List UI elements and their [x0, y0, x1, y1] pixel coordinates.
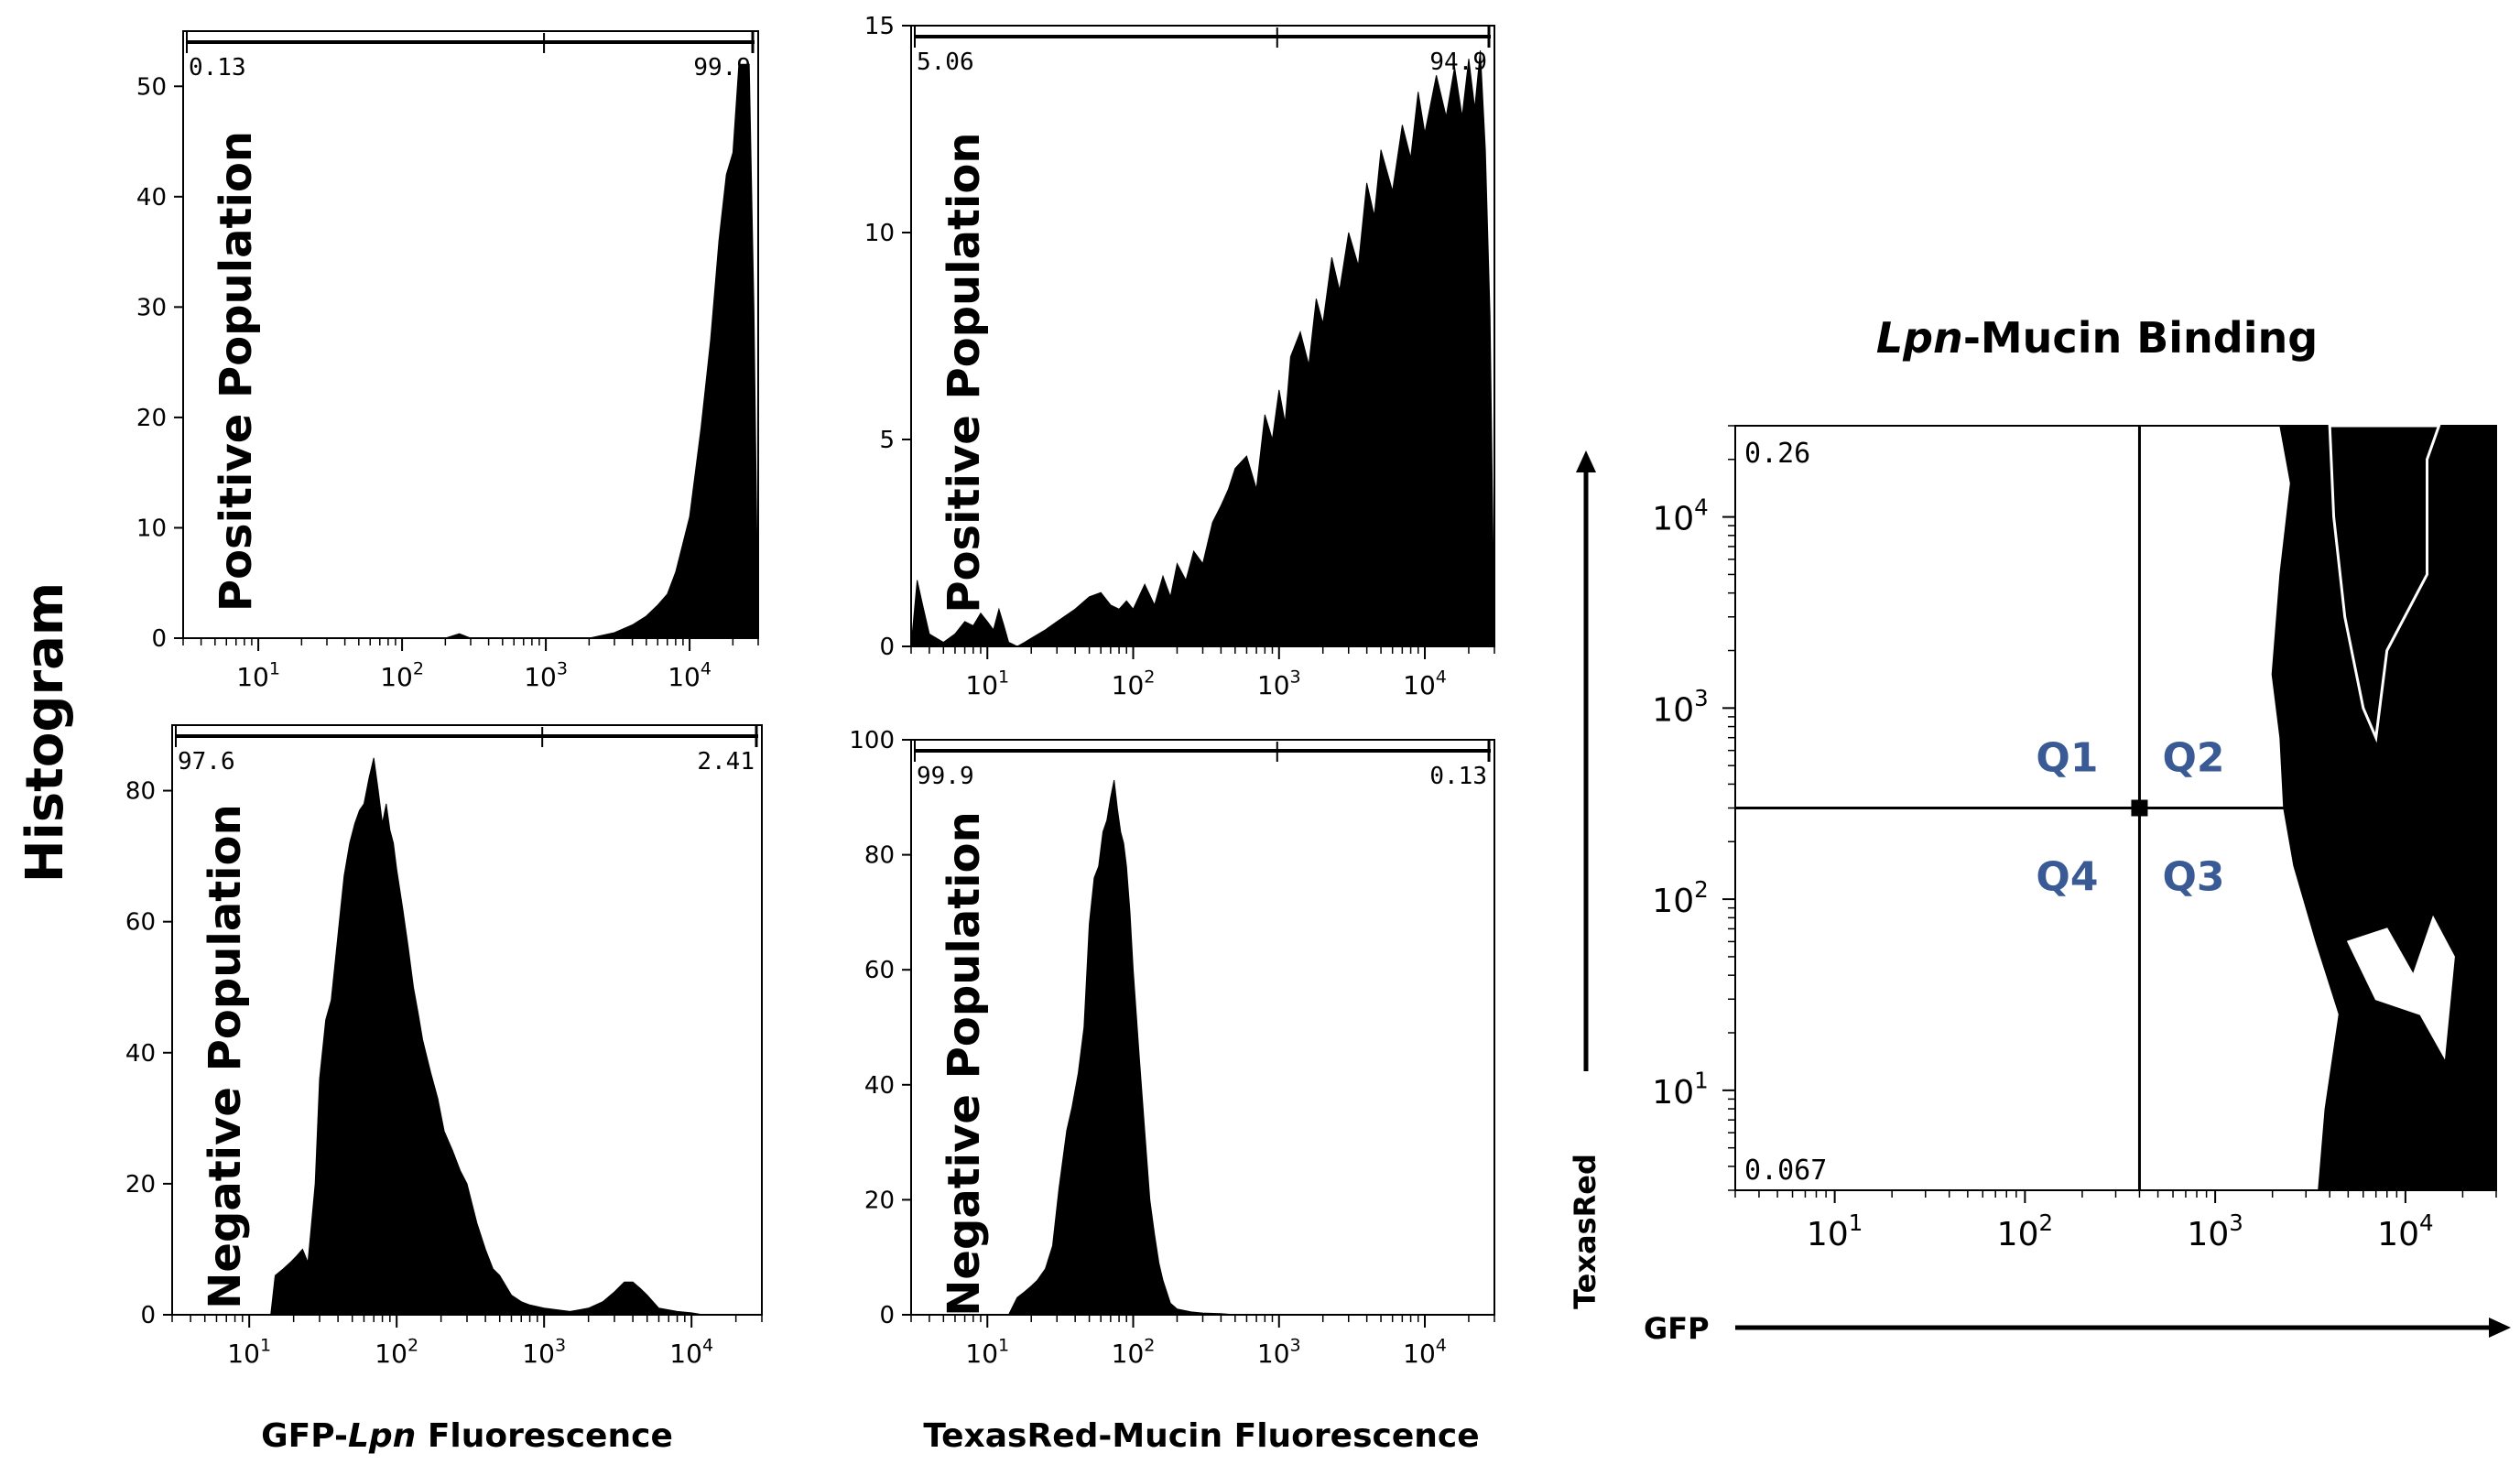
quadrant-label-q2: Q2 [2162, 735, 2224, 782]
y-tick-label: 103 [1652, 685, 1708, 729]
histogram-tr-pos: 5.06 94.9 0 5 10 15 101 102 103 104 Positive Popul… [864, 13, 1495, 700]
histogram-area-tr-neg [1007, 779, 1235, 1316]
quadrant-center-handle [2131, 799, 2148, 817]
contour-plot: Lpn-Mucin Binding Q1 Q2 Q4 Q3 0.26 85 0.067 14.7… [1568, 313, 2511, 1346]
population-annotation: Positive Population [211, 131, 262, 612]
gate-left-value: 97.6 [178, 748, 235, 775]
y-tick-label: 40 [136, 184, 167, 211]
y-tick-label: 0 [879, 634, 895, 661]
y-tick-label: 60 [864, 957, 895, 984]
y-tick-label: 40 [864, 1072, 895, 1100]
x-tick-label: 104 [2377, 1209, 2433, 1253]
q1-percentage: 0.26 [1744, 438, 1810, 470]
y-tick-label: 104 [1652, 493, 1708, 537]
inner-contour [2328, 424, 2441, 743]
y-tick-label: 80 [864, 842, 895, 870]
histogram-side-label: Histogram [16, 582, 75, 883]
x-tick-label: 104 [668, 658, 711, 692]
y-tick-label: 100 [849, 727, 895, 754]
quadrant-label-q4: Q4 [2036, 854, 2098, 901]
x-tick-label: 104 [669, 1335, 713, 1369]
population-annotation: Positive Population [939, 132, 990, 613]
y-axis-label: TexasRed [1568, 1154, 1602, 1309]
y-tick-label: 40 [125, 1040, 156, 1068]
y-tick-label: 10 [864, 220, 895, 247]
y-tick-label: 80 [125, 778, 156, 806]
y-tick-label: 20 [864, 1187, 895, 1214]
gap-contour [2346, 915, 2455, 1060]
x-tick-label: 103 [524, 658, 568, 692]
y-tick-label: 0 [140, 1302, 156, 1329]
gate-left-value: 99.9 [917, 763, 974, 790]
quadrant-label-q1: Q1 [2036, 735, 2098, 782]
gate-left-value: 0.13 [189, 54, 246, 81]
x-tick-label: 101 [965, 1335, 1009, 1369]
x-tick-label: 102 [1997, 1209, 2053, 1253]
x-tick-label: 101 [227, 1335, 271, 1369]
plot-frame [910, 739, 1495, 1316]
y-tick-label: 15 [864, 13, 895, 40]
x-tick-label: 103 [1257, 1335, 1301, 1369]
q3-percentage: 14.7 [2419, 1155, 2485, 1187]
x-tick-label: 101 [965, 667, 1009, 700]
y-tick-label: 10 [136, 515, 167, 542]
histogram-gfp-neg: 97.6 2.41 0 20 40 60 80 101 102 103 104 Negative Po… [125, 724, 763, 1369]
x-axis-label: GFP [1644, 1311, 1710, 1346]
x-tick-label: 104 [1403, 1335, 1447, 1369]
y-tick-label: 20 [136, 405, 167, 432]
x-tick-label: 102 [1112, 1335, 1156, 1369]
y-tick-label: 60 [125, 909, 156, 937]
x-tick-label: 101 [1807, 1209, 1863, 1253]
y-tick-label: 101 [1652, 1068, 1708, 1112]
contour-title: Lpn-Mucin Binding [1876, 313, 2318, 363]
q4-percentage: 0.067 [1744, 1155, 1827, 1187]
histogram-area-gfp-neg [270, 757, 703, 1316]
x-tick-label: 102 [1112, 667, 1156, 700]
y-tick-label: 30 [136, 294, 167, 321]
q2-percentage: 85 [2452, 438, 2485, 470]
y-tick-label: 5 [879, 427, 895, 454]
y-tick-label: 0 [879, 1302, 895, 1329]
gate-right-value: 0.13 [1429, 763, 1487, 790]
quadrant-label-q3: Q3 [2162, 854, 2224, 901]
histogram-area-tr-pos [910, 50, 1495, 647]
population-annotation: Negative Population [200, 804, 251, 1309]
population-annotation: Negative Population [939, 811, 990, 1317]
y-tick-label: 102 [1652, 876, 1708, 920]
x-axis-arrow-head [2489, 1318, 2511, 1338]
histogram-tr-neg: 99.9 0.13 0 20 40 60 80 100 101 102 103 104 Negative… [849, 727, 1495, 1369]
gate-right-value: 2.41 [697, 748, 755, 775]
x-tick-label: 102 [375, 1335, 418, 1369]
x-tick-label: 103 [1257, 667, 1301, 700]
x-tick-label: 102 [380, 658, 424, 692]
plot-frame [182, 30, 759, 639]
gfp-lpn-xlabel: GFP-Lpn Fluorescence [261, 1417, 673, 1455]
texasred-mucin-xlabel: TexasRed-Mucin Fluorescence [923, 1417, 1479, 1455]
x-tick-label: 103 [2187, 1209, 2243, 1253]
x-tick-label: 103 [522, 1335, 566, 1369]
x-tick-label: 101 [236, 658, 280, 692]
gate-right-value: 94.9 [1429, 49, 1487, 76]
gate-left-value: 5.06 [917, 49, 974, 76]
y-tick-label: 20 [125, 1171, 156, 1198]
y-tick-label: 50 [136, 73, 167, 101]
y-tick-label: 0 [151, 625, 167, 653]
x-tick-label: 104 [1403, 667, 1447, 700]
histogram-area-gfp-pos [183, 63, 759, 639]
y-axis-arrow-head [1576, 450, 1596, 472]
